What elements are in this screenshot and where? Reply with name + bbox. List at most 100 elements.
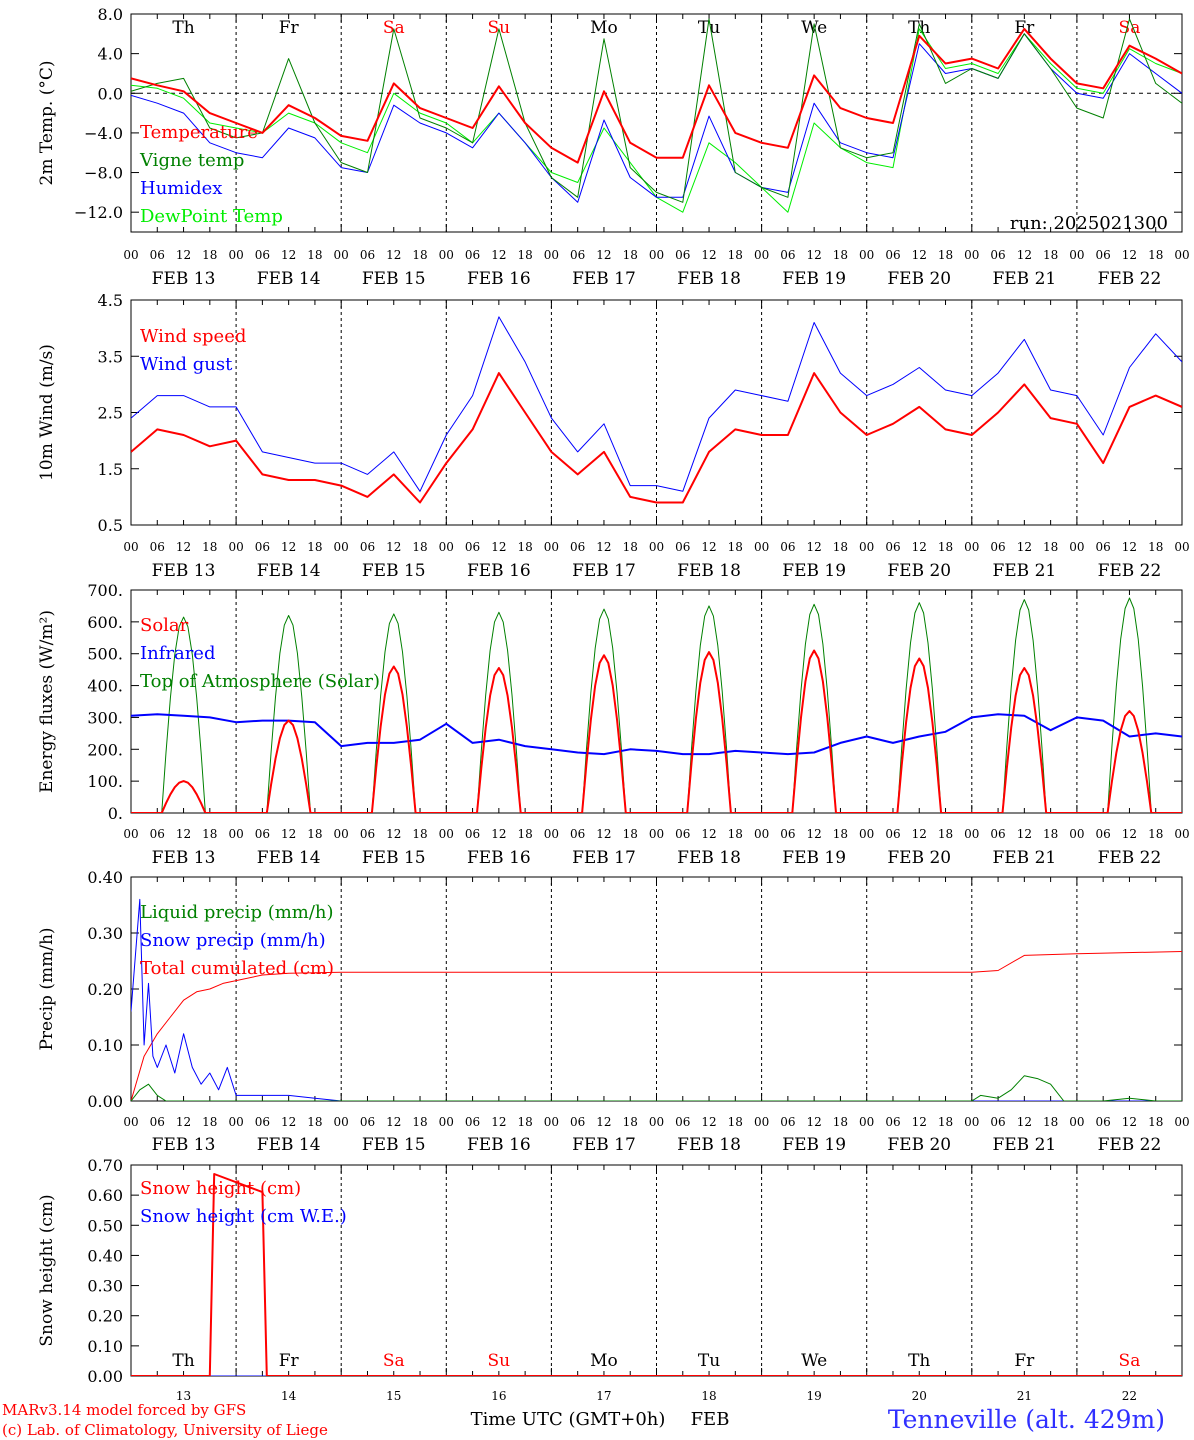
day-label: Th — [908, 1351, 930, 1371]
hour-tick-label: 06 — [885, 540, 900, 554]
y-tick-label: 0.50 — [87, 1216, 123, 1235]
hour-tick-label: 18 — [938, 1115, 953, 1129]
hour-tick-label: 00 — [123, 827, 138, 841]
hour-tick-label: 00 — [1069, 248, 1084, 262]
hour-tick-label: 12 — [1122, 540, 1137, 554]
hour-tick-label: 06 — [255, 540, 270, 554]
hour-tick-label: 18 — [1043, 1115, 1058, 1129]
series-top-of-atmosphere-solar-line — [131, 597, 1182, 813]
series-wind-gust-line — [131, 316, 1182, 492]
y-tick-label: 100. — [87, 772, 123, 791]
hour-tick-label: 18 — [307, 248, 322, 262]
run-label: run: 2025021300 — [1010, 213, 1168, 234]
series-temperature-line — [131, 27, 1182, 164]
hour-tick-label: 00 — [859, 248, 874, 262]
date-label: FEB 21 — [992, 269, 1056, 289]
hour-tick-label: 06 — [570, 1115, 585, 1129]
legend-entry: Wind gust — [140, 354, 233, 375]
legend-entry: Infrared — [140, 643, 215, 664]
legend-entry: Solar — [140, 615, 189, 636]
hour-tick-label: 00 — [544, 248, 559, 262]
hour-tick-label: 06 — [360, 248, 375, 262]
day-number-label: 15 — [386, 1389, 401, 1403]
y-tick-label: 0.30 — [87, 924, 123, 943]
date-label: FEB 21 — [992, 848, 1056, 868]
station-label: Tenneville (alt. 429m) — [888, 1405, 1165, 1434]
month-label: FEB — [691, 1409, 730, 1430]
hour-tick-label: 00 — [334, 827, 349, 841]
hour-tick-label: 18 — [833, 248, 848, 262]
hour-tick-label: 06 — [990, 1115, 1005, 1129]
hour-tick-label: 18 — [517, 248, 532, 262]
series-wind-speed-line — [131, 372, 1182, 504]
hour-tick-label: 18 — [307, 827, 322, 841]
hour-tick-label: 12 — [912, 540, 927, 554]
hour-tick-label: 06 — [990, 248, 1005, 262]
hour-tick-label: 06 — [465, 827, 480, 841]
y-axis-label: Precip (mm/h) — [37, 927, 57, 1050]
y-tick-label: −12.0 — [74, 203, 123, 222]
hour-tick-label: 06 — [360, 540, 375, 554]
hour-tick-label: 12 — [1017, 540, 1032, 554]
day-number-label: 16 — [491, 1389, 506, 1403]
hour-tick-label: 12 — [1017, 1115, 1032, 1129]
y-tick-label: 400. — [87, 677, 123, 696]
y-tick-label: 0.5 — [98, 516, 123, 535]
hour-tick-label: 12 — [491, 540, 506, 554]
hour-tick-label: 00 — [859, 540, 874, 554]
hour-tick-label: 12 — [281, 1115, 296, 1129]
hour-tick-label: 00 — [228, 248, 243, 262]
hour-tick-label: 06 — [570, 540, 585, 554]
hour-tick-label: 12 — [807, 540, 822, 554]
y-tick-label: 300. — [87, 708, 123, 727]
hour-tick-label: 06 — [675, 1115, 690, 1129]
hour-tick-label: 12 — [596, 1115, 611, 1129]
hour-tick-label: 18 — [1148, 540, 1163, 554]
hour-tick-label: 00 — [228, 1115, 243, 1129]
date-label: FEB 14 — [257, 269, 321, 289]
hour-tick-label: 00 — [964, 1115, 979, 1129]
series-snow-precip-mm-h-line — [131, 898, 1182, 1101]
hour-tick-label: 00 — [439, 540, 454, 554]
y-tick-label: 0.10 — [87, 1337, 123, 1356]
panel-4: 00 06 12 18 00 06 12 18 00 06 12 18 00 06 12 18 00 06 12 18… — [37, 868, 1190, 1155]
date-label: FEB 22 — [1098, 848, 1162, 868]
hour-tick-label: 00 — [754, 540, 769, 554]
hour-tick-label: 18 — [938, 540, 953, 554]
y-tick-label: 3.5 — [98, 347, 123, 366]
hour-tick-label: 06 — [885, 827, 900, 841]
y-tick-label: 0. — [108, 804, 123, 823]
y-tick-label: 0.40 — [87, 868, 123, 887]
plot-frame — [130, 589, 1183, 814]
y-axis-label: Energy fluxes (W/m²) — [37, 610, 57, 793]
y-tick-label: 0.30 — [87, 1277, 123, 1296]
legend-entry: Wind speed — [140, 326, 246, 347]
hour-tick-label: 00 — [1174, 540, 1189, 554]
hour-tick-label: 18 — [623, 540, 638, 554]
day-label: Th — [172, 1351, 194, 1371]
hour-tick-label: 12 — [386, 248, 401, 262]
hour-tick-label: 12 — [1122, 1115, 1137, 1129]
y-tick-label: 1.5 — [98, 460, 123, 479]
hour-tick-label: 18 — [833, 1115, 848, 1129]
hour-tick-label: 18 — [1043, 827, 1058, 841]
legend-entry: Vigne temp — [139, 150, 244, 171]
legend-entry: Snow precip (mm/h) — [140, 930, 326, 951]
date-label: FEB 16 — [467, 1135, 531, 1155]
hour-tick-label: 06 — [1096, 248, 1111, 262]
hour-tick-label: 06 — [780, 540, 795, 554]
hour-tick-label: 00 — [123, 1115, 138, 1129]
hour-tick-label: 06 — [465, 1115, 480, 1129]
hour-tick-label: 00 — [964, 827, 979, 841]
hour-tick-label: 18 — [728, 248, 743, 262]
legend-entry: Humidex — [140, 178, 222, 199]
day-label: Mo — [590, 18, 618, 38]
y-tick-label: 700. — [87, 581, 123, 600]
hour-tick-label: 00 — [649, 248, 664, 262]
hour-tick-label: 18 — [833, 827, 848, 841]
hour-tick-label: 00 — [754, 248, 769, 262]
hour-tick-label: 12 — [807, 1115, 822, 1129]
legend-entry: Top of Atmosphere (Solar) — [140, 671, 380, 692]
y-tick-label: 0.40 — [87, 1246, 123, 1265]
hour-tick-label: 00 — [859, 1115, 874, 1129]
